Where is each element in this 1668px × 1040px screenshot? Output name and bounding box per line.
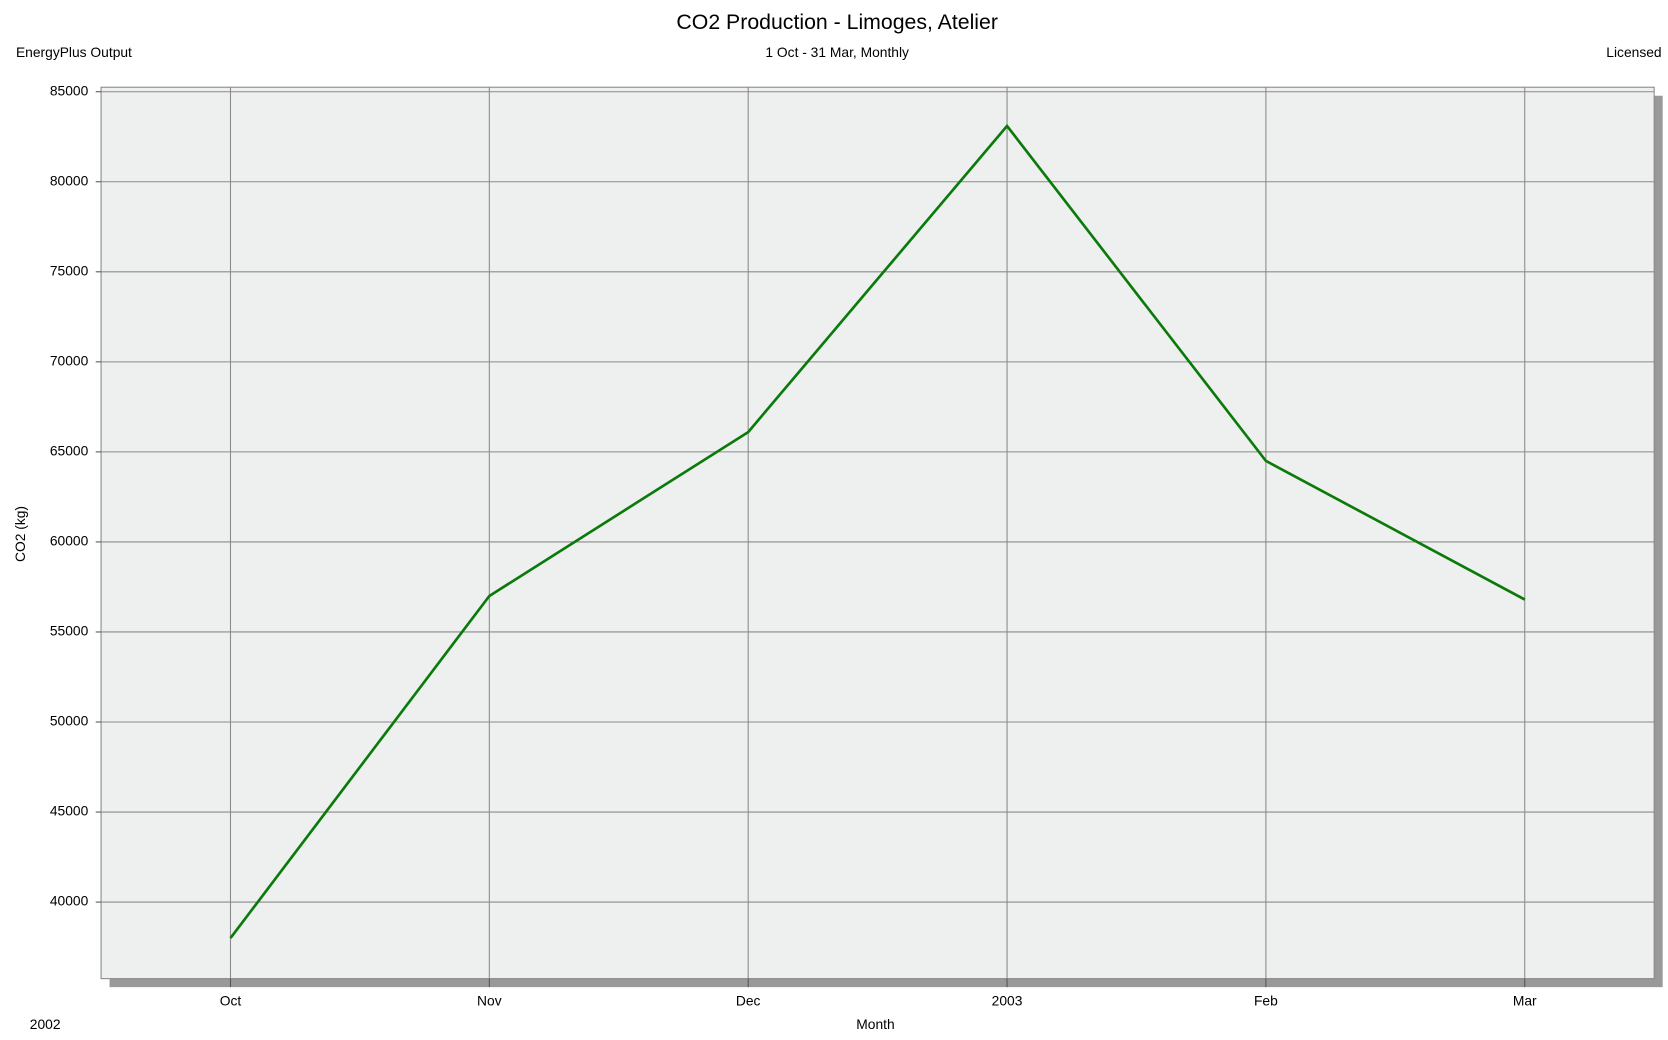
chart-title: CO2 Production - Limoges, Atelier bbox=[676, 10, 998, 34]
y-tick-label: 75000 bbox=[50, 262, 89, 278]
license-label: Licensed bbox=[1606, 44, 1661, 60]
source-label: EnergyPlus Output bbox=[16, 44, 132, 60]
y-tick-label: 60000 bbox=[50, 533, 89, 549]
x-tick-label: 2003 bbox=[992, 993, 1023, 1009]
x-tick-label: Nov bbox=[477, 993, 502, 1009]
y-tick-label: 50000 bbox=[50, 713, 89, 729]
x-tick-label: Feb bbox=[1254, 993, 1278, 1009]
y-tick-label: 40000 bbox=[50, 893, 89, 909]
data-line bbox=[229, 123, 1526, 939]
y-tick-label: 45000 bbox=[50, 803, 89, 819]
x-axis-label: Month bbox=[856, 1016, 894, 1032]
year-label: 2002 bbox=[30, 1016, 61, 1032]
y-tick-label: 65000 bbox=[50, 443, 89, 459]
x-tick-label: Dec bbox=[736, 993, 761, 1009]
chart-subtitle: 1 Oct - 31 Mar, Monthly bbox=[765, 44, 909, 60]
x-tick-label: Mar bbox=[1513, 993, 1537, 1009]
y-tick-label: 55000 bbox=[50, 623, 89, 639]
x-tick-label: Oct bbox=[220, 993, 242, 1009]
y-tick-label: 85000 bbox=[50, 82, 89, 98]
y-tick-label: 70000 bbox=[50, 353, 89, 369]
y-axis-label: CO2 (kg) bbox=[12, 506, 28, 562]
y-tick-label: 80000 bbox=[50, 172, 89, 188]
plot-area bbox=[100, 86, 1655, 980]
